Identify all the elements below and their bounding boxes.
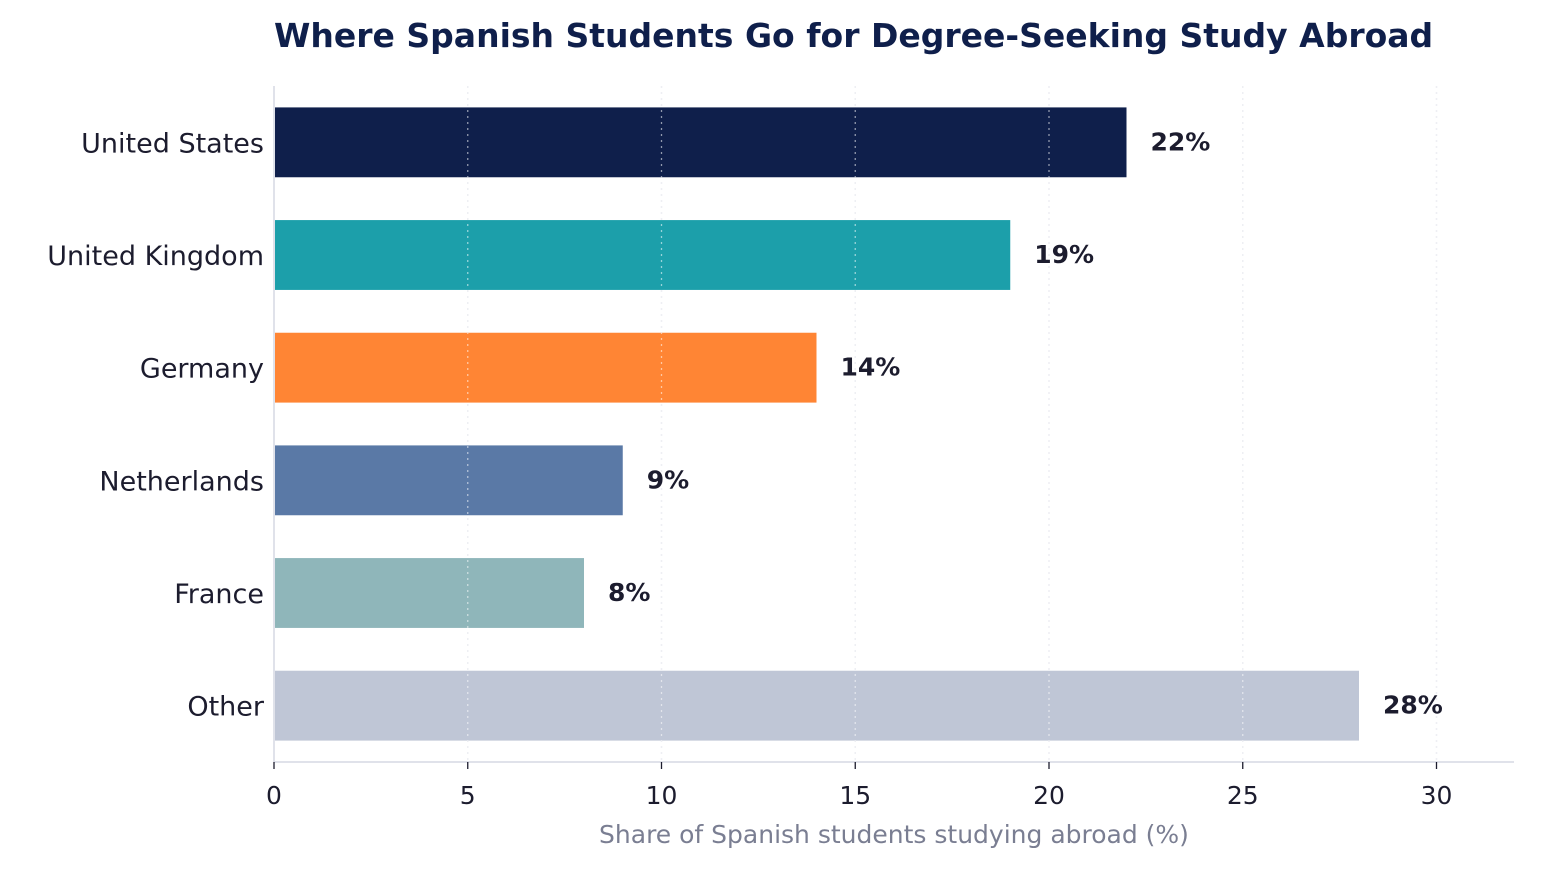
x-tick-label-10: 10	[646, 781, 678, 810]
category-label-united-kingdom: United Kingdom	[47, 241, 264, 272]
value-label-france: 8%	[608, 578, 650, 607]
x-tick-label-30: 30	[1421, 781, 1453, 810]
x-tick-label-15: 15	[839, 781, 871, 810]
grid-layer	[467, 86, 1438, 762]
category-label-netherlands: Netherlands	[99, 466, 264, 497]
bar-netherlands	[275, 445, 623, 516]
x-tick-label-20: 20	[1033, 781, 1065, 810]
value-label-netherlands: 9%	[647, 465, 689, 494]
value-label-other: 28%	[1383, 691, 1443, 720]
bar-france	[275, 558, 584, 628]
value-label-united-kingdom: 19%	[1034, 240, 1094, 269]
bar-germany	[275, 332, 817, 403]
x-tick-label-25: 25	[1227, 781, 1259, 810]
bar-united-kingdom	[275, 220, 1011, 290]
overlay-grid-layer	[467, 86, 1438, 762]
x-axis-label: Share of Spanish students studying abroa…	[599, 820, 1189, 849]
x-tick-label-5: 5	[460, 781, 476, 810]
value-label-united-states: 22%	[1151, 127, 1211, 156]
category-label-united-states: United States	[81, 128, 264, 159]
bar-united-states	[275, 107, 1127, 178]
category-label-france: France	[174, 579, 264, 610]
value-label-germany: 14%	[841, 353, 901, 382]
labels-layer: United States 22% United Kingdom 19% Germany…	[47, 127, 1443, 722]
x-ticks: 0 5 10 15 20 25 30	[266, 762, 1452, 810]
category-label-germany: Germany	[140, 354, 264, 385]
x-tick-label-0: 0	[266, 781, 282, 810]
category-label-other: Other	[187, 692, 265, 723]
bars-layer	[275, 107, 1359, 741]
chart-title: Where Spanish Students Go for Degree-See…	[274, 16, 1433, 55]
bar-other	[275, 670, 1359, 741]
